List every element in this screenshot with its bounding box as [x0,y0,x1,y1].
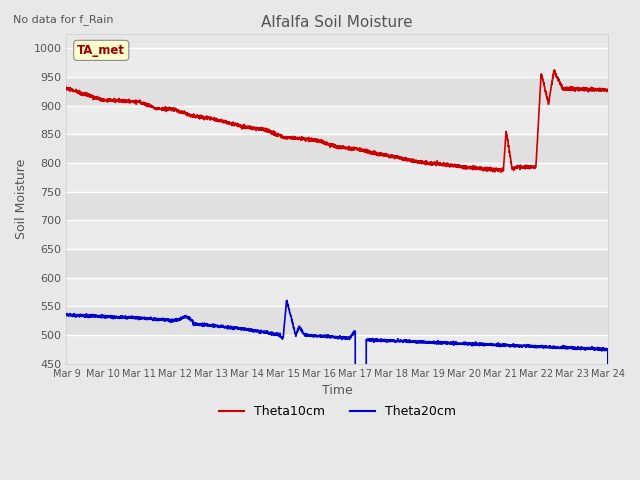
Theta20cm [454,341,462,347]
Y-axis label: Soil Moisture: Soil Moisture [15,159,28,239]
Theta10cm [497,169,504,175]
Theta10cm [604,87,612,93]
Theta10cm [454,163,462,168]
Bar [67,163,608,192]
Theta10cm [63,84,70,90]
Theta20cm [522,344,529,349]
Theta20cm [407,338,415,344]
Text: TA_met: TA_met [77,44,125,57]
Bar [67,48,608,77]
Bar [67,106,608,134]
Theta10cm [522,163,529,169]
Theta10cm [489,168,497,173]
Theta20cm [489,342,497,348]
Theta10cm [173,108,181,114]
Theta20cm [63,312,70,317]
X-axis label: Time: Time [322,384,353,397]
Theta20cm [598,346,606,352]
Line: Theta20cm: Theta20cm [67,300,608,480]
Bar [67,249,608,278]
Title: Alfalfa Soil Moisture: Alfalfa Soil Moisture [261,15,413,30]
Bar [67,220,608,249]
Bar [67,77,608,106]
Line: Theta10cm: Theta10cm [67,70,608,172]
Bar [67,192,608,220]
Bar [67,335,608,364]
Legend: Theta10cm, Theta20cm: Theta10cm, Theta20cm [214,400,461,423]
Theta20cm [283,298,291,303]
Theta20cm [173,316,181,322]
Bar [67,278,608,306]
Bar [67,306,608,335]
Text: No data for f_Rain: No data for f_Rain [13,14,113,25]
Theta10cm [406,156,414,162]
Bar [67,134,608,163]
Theta10cm [598,87,606,93]
Theta10cm [550,67,558,73]
